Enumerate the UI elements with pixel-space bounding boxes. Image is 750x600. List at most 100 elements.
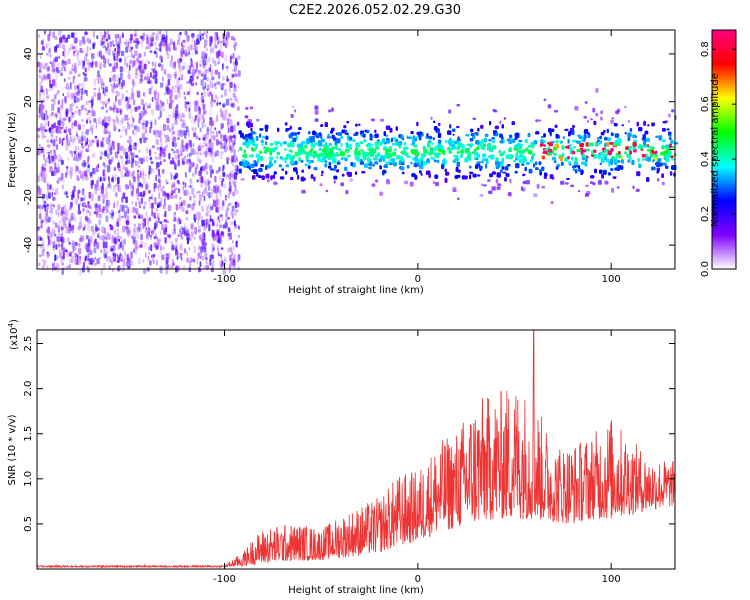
noise-cell <box>102 241 106 249</box>
noise-cell <box>61 184 64 190</box>
noise-cell <box>112 252 116 257</box>
noise-cell <box>57 100 60 105</box>
noise-cell <box>149 234 153 238</box>
noise-cell <box>182 160 186 166</box>
signal-cell <box>482 184 487 187</box>
noise-cell <box>190 115 193 123</box>
noise-cell <box>206 129 210 136</box>
noise-cell <box>229 135 233 140</box>
noise-cell <box>145 183 149 189</box>
signal-cell <box>595 112 599 117</box>
noise-cell <box>56 92 59 96</box>
noise-cell <box>39 97 41 102</box>
noise-cell <box>111 260 114 266</box>
noise-cell <box>140 99 144 106</box>
noise-cell <box>122 225 126 233</box>
noise-cell <box>95 121 98 129</box>
noise-cell <box>40 40 44 45</box>
noise-cell <box>150 121 153 129</box>
noise-cell <box>102 104 105 110</box>
noise-cell <box>87 37 90 44</box>
noise-cell <box>232 259 236 266</box>
noise-cell <box>212 131 215 134</box>
noise-cell <box>209 259 212 266</box>
signal-cell <box>604 180 609 185</box>
noise-cell <box>79 237 82 243</box>
noise-cell <box>196 75 199 80</box>
noise-cell <box>203 74 207 81</box>
noise-cell <box>119 147 123 150</box>
noise-cell <box>157 178 161 183</box>
noise-cell <box>85 210 88 217</box>
noise-cell <box>162 185 165 190</box>
noise-cell <box>116 91 120 97</box>
noise-cell <box>119 66 123 73</box>
noise-cell <box>159 182 162 188</box>
noise-cell <box>106 165 111 173</box>
noise-cell <box>211 150 214 156</box>
noise-cell <box>45 109 48 116</box>
noise-cell <box>135 155 139 158</box>
noise-cell <box>119 58 122 62</box>
noise-cell <box>75 145 77 153</box>
signal-cell <box>452 187 457 191</box>
noise-cell <box>62 34 66 40</box>
noise-cell <box>224 109 228 116</box>
noise-cell <box>197 215 201 221</box>
noise-cell <box>166 220 169 224</box>
noise-cell <box>188 107 191 113</box>
noise-cell <box>193 245 197 253</box>
noise-cell <box>59 176 62 182</box>
noise-cell <box>44 76 48 79</box>
noise-cell <box>238 254 241 261</box>
noise-cell <box>74 120 78 127</box>
signal-cell <box>324 142 328 146</box>
noise-cell <box>52 31 56 39</box>
noise-cell <box>82 60 85 67</box>
noise-cell <box>220 40 224 44</box>
noise-cell <box>46 180 49 187</box>
noise-cell <box>227 127 230 133</box>
noise-cell <box>199 159 202 164</box>
noise-cell <box>151 85 154 89</box>
noise-cell <box>100 188 104 195</box>
noise-cell <box>103 33 106 38</box>
signal-cell <box>502 171 507 174</box>
noise-cell <box>57 55 61 59</box>
noise-cell <box>204 134 206 143</box>
noise-cell <box>142 222 145 230</box>
noise-cell <box>236 98 239 103</box>
noise-cell <box>145 211 148 219</box>
noise-cell <box>130 184 133 188</box>
noise-cell <box>152 168 155 173</box>
noise-cell <box>124 250 127 257</box>
noise-cell <box>199 261 202 268</box>
noise-cell <box>201 102 205 106</box>
noise-cell <box>174 187 178 191</box>
noise-cell <box>77 151 80 156</box>
noise-cell <box>113 202 115 209</box>
noise-cell <box>165 192 169 197</box>
noise-cell <box>185 80 190 85</box>
noise-cell <box>196 179 199 183</box>
signal-cell <box>325 189 329 193</box>
noise-cell <box>57 128 60 134</box>
signal-cell <box>301 189 306 194</box>
signal-cell <box>550 200 554 205</box>
signal-cell <box>249 106 253 110</box>
signal-cell <box>525 180 530 185</box>
noise-cell <box>116 119 121 126</box>
noise-cell <box>227 236 230 242</box>
noise-cell <box>93 87 97 91</box>
noise-cell <box>62 38 66 43</box>
noise-cell <box>225 31 230 40</box>
noise-cell <box>39 90 41 98</box>
noise-cell <box>195 61 198 69</box>
signal-cell <box>294 109 297 113</box>
noise-cell <box>134 72 138 80</box>
noise-cell <box>137 40 140 45</box>
noise-cell <box>126 254 129 261</box>
noise-cell <box>153 253 156 258</box>
noise-cell <box>75 106 79 109</box>
noise-cell <box>218 166 221 172</box>
